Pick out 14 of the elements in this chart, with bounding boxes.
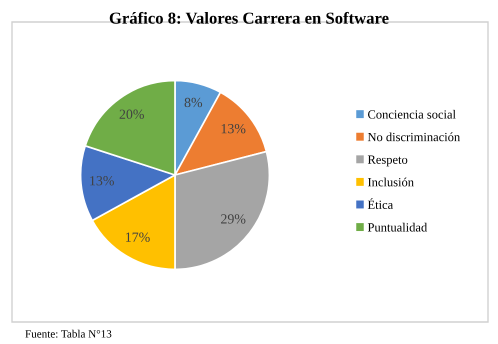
legend-label: Ética — [368, 198, 394, 210]
data-label: 8% — [184, 98, 202, 108]
data-label: 20% — [120, 110, 144, 119]
data-label: 17% — [126, 232, 150, 242]
legend-label: No discriminación — [368, 132, 460, 142]
chart-title: Gráfico 8: Valores Carrera en Software — [110, 12, 389, 24]
data-label: 13% — [90, 176, 114, 186]
legend-label: Conciencia social — [368, 110, 456, 119]
legend-label: Inclusión — [368, 178, 414, 186]
data-label: 29% — [221, 214, 246, 224]
source-note: Fuente: Tabla N°13 — [25, 330, 112, 338]
legend-label: Puntualidad — [368, 222, 428, 232]
data-label: 13% — [222, 124, 246, 134]
legend-label: Respeto — [368, 156, 408, 166]
